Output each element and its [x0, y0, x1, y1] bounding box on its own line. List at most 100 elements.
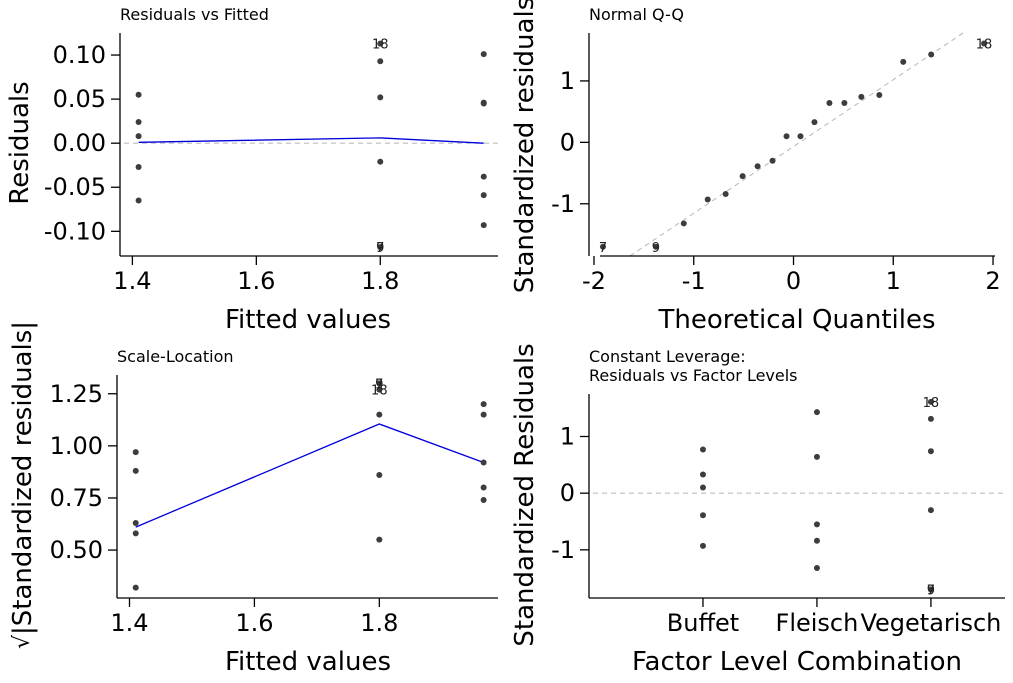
y-tick-label: 0: [560, 128, 575, 156]
point-id-label: 18: [371, 384, 388, 399]
point-id-label: 18: [976, 37, 993, 52]
data-point: [480, 173, 487, 180]
data-point: [377, 40, 384, 47]
data-point: [135, 163, 142, 170]
y-tick-label: 1: [560, 423, 575, 451]
data-point: [480, 100, 487, 107]
data-point: [927, 398, 934, 405]
y-tick-label: 0.75: [50, 484, 103, 512]
x-tick-label: Vegetarisch: [860, 609, 1001, 637]
data-point: [376, 472, 383, 479]
data-point: [480, 192, 487, 199]
data-point: [858, 93, 865, 100]
data-point: [813, 537, 820, 544]
plot-area: -2 -1 0 1 2 1 0 -1 18 7 9: [551, 32, 1001, 295]
y-axis-label: √|Standardized residuals|: [8, 321, 38, 649]
x-tick-label: 1.6: [235, 609, 273, 637]
data-point: [599, 243, 606, 250]
point-id-label: 9: [652, 241, 660, 256]
data-point: [376, 380, 383, 387]
data-point: [132, 584, 139, 591]
data-point: [132, 449, 139, 456]
residuals-vs-fitted-panel: Residuals vs Fitted Fitted values Residu…: [5, 5, 498, 335]
scale-location-panel: Scale-Location Fitted values √|Standardi…: [8, 321, 498, 677]
x-tick-label: Fleisch: [776, 609, 859, 637]
x-axis-label: Factor Level Combination: [632, 647, 962, 677]
panel-title: Constant Leverage:: [589, 347, 746, 366]
data-point: [377, 244, 384, 251]
data-point: [132, 467, 139, 474]
qq-reference-line: [629, 32, 964, 257]
y-axis-label: Standardized Residuals: [510, 343, 540, 646]
y-tick-label: 0.05: [53, 85, 106, 113]
data-point: [135, 119, 142, 126]
data-point: [927, 415, 934, 422]
data-point: [739, 173, 746, 180]
smoother-line: [135, 423, 484, 528]
x-axis-label: Fitted values: [225, 647, 391, 677]
x-tick-label: 1.4: [110, 609, 148, 637]
x-tick-label: 1.4: [113, 267, 151, 295]
x-tick-label: -2: [582, 267, 606, 295]
point-id-label: 7: [375, 377, 383, 392]
y-tick-label: 0.50: [50, 536, 103, 564]
data-point: [876, 92, 883, 99]
y-tick-label: 1.25: [50, 380, 103, 408]
data-point: [480, 51, 487, 58]
y-axis-label: Residuals: [5, 81, 35, 204]
y-tick-label: 1: [560, 67, 575, 95]
y-tick-label: 0.10: [53, 41, 106, 69]
data-point: [480, 459, 487, 466]
point-id-label: 7: [376, 241, 384, 256]
data-point: [652, 243, 659, 250]
x-tick-label: 1.8: [360, 609, 398, 637]
y-axis-label: Standardized residuals: [510, 0, 540, 293]
plot-area: Buffet Fleisch Vegetarisch 1 0 -1 18 79: [551, 394, 1005, 637]
normal-qq-panel: Normal Q-Q Theoretical Quantiles Standar…: [510, 0, 1001, 335]
y-tick-label: 0.00: [53, 129, 106, 157]
y-tick-label: -1: [551, 536, 575, 564]
y-tick-label: -1: [551, 190, 575, 218]
panel-title: Scale-Location: [117, 347, 234, 366]
x-tick-label: Buffet: [667, 609, 739, 637]
data-point: [704, 196, 711, 203]
data-point: [480, 484, 487, 491]
data-point: [699, 512, 706, 519]
x-tick-label: 1.6: [237, 267, 275, 295]
data-point: [135, 133, 142, 140]
panel-subtitle: Residuals vs Factor Levels: [589, 366, 798, 385]
data-point: [376, 536, 383, 543]
y-tick-label: 0: [560, 479, 575, 507]
data-point: [813, 521, 820, 528]
panel-title: Residuals vs Fitted: [120, 5, 269, 24]
data-point: [841, 100, 848, 107]
data-point: [797, 133, 804, 140]
y-tick-label: -0.10: [44, 217, 106, 245]
data-point: [783, 133, 790, 140]
x-tick-label: 1.8: [361, 267, 399, 295]
point-id-label: 7: [599, 241, 607, 256]
data-point: [927, 507, 934, 514]
data-point: [377, 158, 384, 165]
point-id-label: 9: [375, 377, 383, 392]
data-point: [480, 411, 487, 418]
data-point: [927, 586, 934, 593]
smoother-line: [138, 137, 484, 144]
data-point: [480, 222, 487, 229]
data-point: [813, 564, 820, 571]
y-tick-label: -0.05: [44, 173, 106, 201]
y-axis-label-text: |Standardized residuals|: [8, 321, 38, 635]
x-tick-label: -1: [682, 267, 706, 295]
point-id-label: 9: [927, 584, 935, 599]
data-point: [813, 409, 820, 416]
data-point: [813, 453, 820, 460]
data-point: [376, 386, 383, 393]
point-id-label: 18: [372, 38, 389, 53]
data-point: [900, 58, 907, 65]
data-point: [769, 157, 776, 164]
y-tick-label: 1.00: [50, 432, 103, 460]
data-point: [699, 471, 706, 478]
plot-area: 1.4 1.6 1.8 0.10 0.05 0.00 -0.05 -0.10 18 79: [44, 33, 498, 295]
